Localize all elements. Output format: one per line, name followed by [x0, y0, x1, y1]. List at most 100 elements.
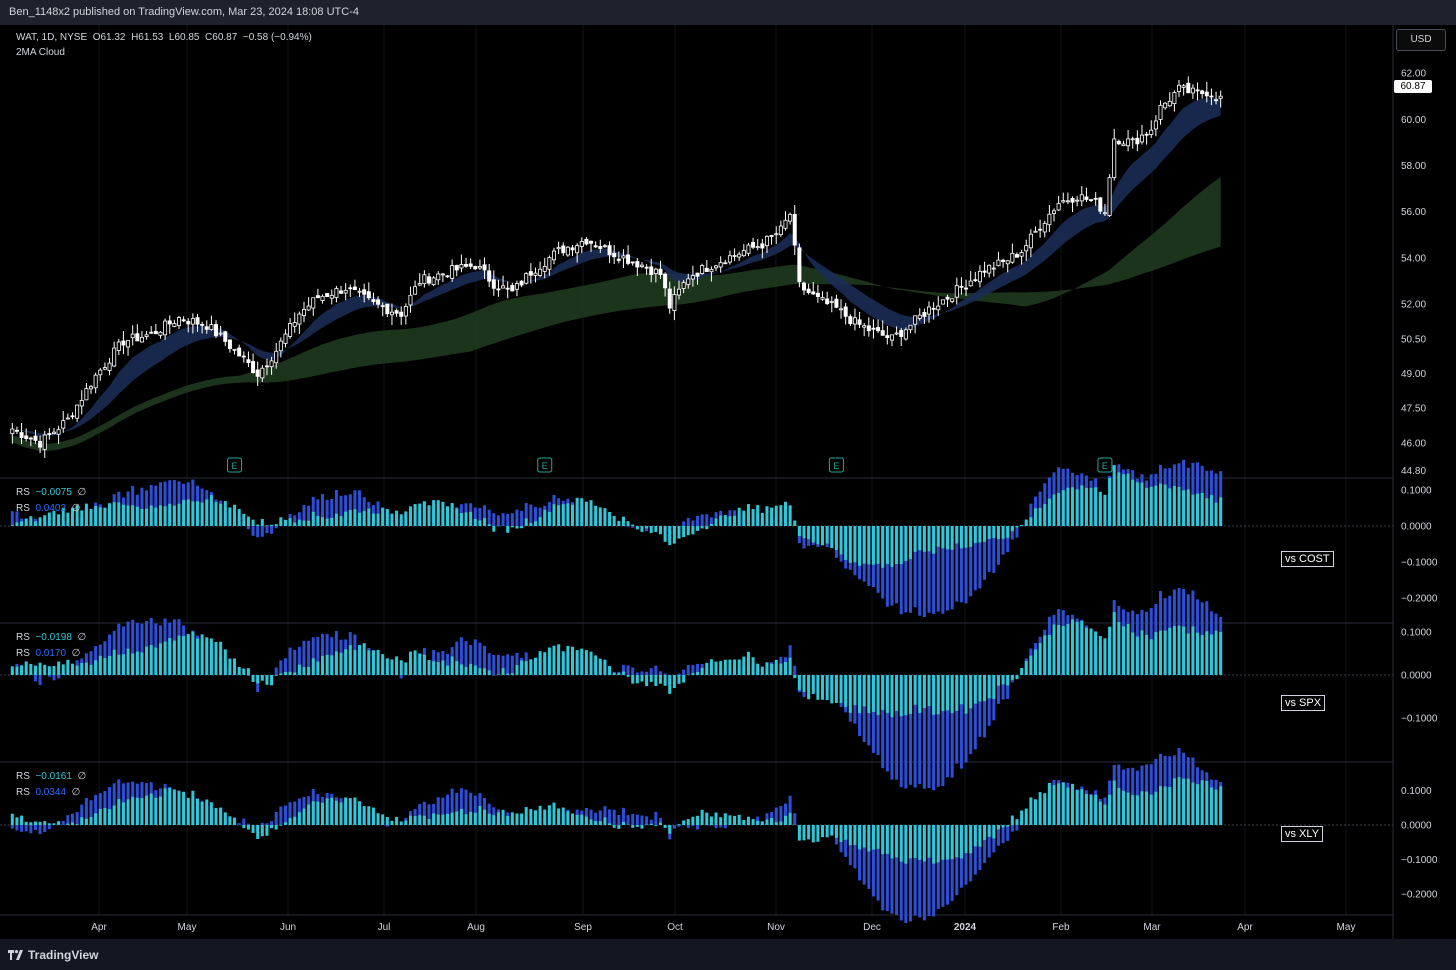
rs-bar-light [1163, 786, 1167, 825]
rs-bar-light [1186, 633, 1190, 675]
rs-bar-light [881, 675, 885, 710]
rs-bar-light [950, 825, 954, 860]
rs-bar-dark [941, 675, 945, 787]
rs-bar-light [459, 808, 463, 825]
rs-bar-dark [1010, 526, 1014, 540]
rs-bar-light [1033, 508, 1037, 526]
rs-bar-light [209, 802, 213, 825]
rs-bar-light [1191, 782, 1195, 825]
rs-bar-light [1126, 623, 1130, 675]
rs-bar-light [1038, 507, 1042, 526]
rs-bar-dark [955, 526, 959, 602]
rs-bar-dark [936, 526, 940, 612]
rs-bar-dark [621, 807, 625, 825]
candle-body [1093, 197, 1098, 200]
rs-bar-dark [663, 673, 667, 675]
rs-bar-light [432, 813, 436, 825]
rs-bar-light [635, 526, 639, 530]
rs-bar-dark [47, 675, 51, 677]
candle-body [927, 306, 932, 315]
rs-value: −0.0198 [35, 632, 72, 643]
rs-bar-dark [15, 511, 19, 526]
rs-bar-light [1052, 624, 1056, 675]
rs-bar-light [955, 526, 959, 544]
chart-svg[interactable]: E E E E 62.00 60.00 58.00 56.00 54.00 52.00 50.50 4… [0, 25, 1456, 939]
rs-bar-light [71, 663, 75, 675]
candle-body [630, 261, 635, 264]
rs-bar-light [723, 813, 727, 825]
rs-bar-dark [696, 516, 700, 526]
rs-bar-light [297, 812, 301, 825]
rs-bar-light [700, 667, 704, 675]
rs-bar-dark [612, 809, 616, 825]
rs-bar-light [946, 526, 950, 550]
candle-body [1204, 91, 1209, 97]
rs-bar-light [135, 797, 139, 825]
tradingview-logo[interactable]: TradingView [8, 948, 98, 962]
rs-bar-light [103, 657, 107, 675]
rs-bar-light [140, 797, 144, 825]
indicator-legend[interactable]: 2MA Cloud [16, 47, 65, 58]
rs-bar-light [121, 654, 125, 675]
rs-bar-dark [658, 817, 662, 825]
rs-bar-light [413, 504, 417, 526]
rs-bar-light [964, 675, 968, 714]
rs-bar-light [1154, 632, 1158, 675]
rs-bar-light [38, 662, 42, 675]
rs-bar-dark [640, 671, 644, 675]
candle-body [570, 247, 575, 251]
time-tick-label: Apr [1237, 922, 1253, 933]
rs-bar-light [936, 526, 940, 547]
currency-button[interactable]: USD [1396, 29, 1446, 51]
rs-bar-light [1108, 477, 1112, 526]
rs-bar-light [455, 508, 459, 526]
rs-bar-light [1121, 790, 1125, 825]
rs-bar-light [932, 526, 936, 554]
rs-bar-dark [307, 505, 311, 526]
rs-bar-light [1024, 808, 1028, 825]
rs-bar-light [978, 526, 982, 543]
rs-bar-dark [316, 636, 320, 675]
candle-body [954, 285, 959, 298]
rs-bar-light [566, 645, 570, 675]
candle-body [732, 255, 737, 257]
earnings-marker-label: E [1102, 461, 1108, 471]
rs-bar-light [214, 642, 218, 675]
candle-body [251, 361, 256, 374]
candle-body [825, 298, 830, 305]
rs-bar-light [677, 675, 681, 684]
rs-bar-light [858, 825, 862, 850]
candle-body [533, 272, 538, 276]
change-value: −0.58 (−0.94%) [242, 32, 312, 43]
tradingview-icon [8, 950, 23, 960]
rs-bar-dark [307, 640, 311, 675]
rs-bar-light [936, 825, 940, 863]
rs-bar-light [520, 813, 524, 825]
candle-body [737, 253, 742, 258]
rs-bar-light [362, 806, 366, 825]
rs-bar-light [214, 502, 218, 526]
rs-bar-light [890, 825, 894, 859]
rs-bar-dark [996, 526, 1000, 565]
rs-bar-light [1015, 675, 1019, 680]
rs-bar-light [103, 507, 107, 526]
rs-bar-light [80, 510, 84, 526]
rs-bar-light [1080, 789, 1084, 825]
rs-bar-light [918, 526, 922, 551]
rs-bar-light [158, 643, 162, 675]
rs-bar-dark [973, 526, 977, 591]
rs-legend-2b: RS 0.0170 ∅ [16, 648, 80, 659]
rs-bar-light [1140, 482, 1144, 526]
rs-bar-light [760, 821, 764, 825]
rs-bar-dark [955, 675, 959, 764]
rs-bar-light [862, 675, 866, 707]
rs-bar-light [385, 817, 389, 825]
rs-bar-light [510, 673, 514, 675]
rs-bar-light [941, 675, 945, 712]
candle-body [1139, 134, 1144, 143]
rs-legend-1b: RS 0.0402 ∅ [16, 503, 80, 514]
candle-body [788, 214, 793, 222]
candle-body [237, 347, 242, 357]
earnings-marker-label: E [833, 461, 839, 471]
rs-bar-light [783, 501, 787, 526]
